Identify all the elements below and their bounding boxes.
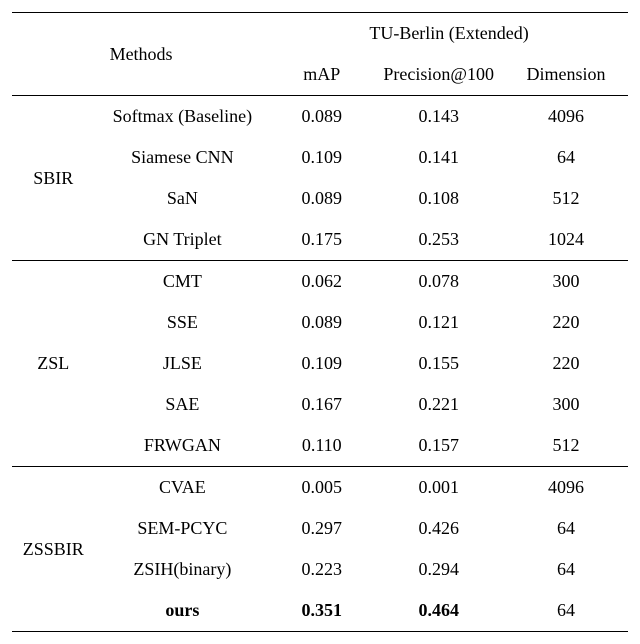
map-cell: 0.005	[270, 467, 373, 509]
table-row: GN Triplet0.1750.2531024	[12, 219, 628, 261]
map-cell: 0.110	[270, 425, 373, 467]
precision-cell: 0.221	[373, 384, 504, 425]
precision-cell: 0.426	[373, 508, 504, 549]
table-body: SBIRSoftmax (Baseline)0.0890.1434096Siam…	[12, 96, 628, 632]
table-row: SEM-PCYC0.2970.42664	[12, 508, 628, 549]
precision-cell: 0.121	[373, 302, 504, 343]
method-cell: ours	[95, 590, 271, 632]
map-cell: 0.089	[270, 178, 373, 219]
table-row: ZSSBIRCVAE0.0050.0014096	[12, 467, 628, 509]
header-methods: Methods	[12, 13, 270, 96]
method-cell: GN Triplet	[95, 219, 271, 261]
map-cell: 0.351	[270, 590, 373, 632]
map-cell: 0.167	[270, 384, 373, 425]
table-row: ours0.3510.46464	[12, 590, 628, 632]
precision-cell: 0.141	[373, 137, 504, 178]
precision-cell: 0.143	[373, 96, 504, 138]
group-label: SBIR	[12, 96, 95, 261]
table-row: Siamese CNN0.1090.14164	[12, 137, 628, 178]
header-map: mAP	[270, 54, 373, 96]
precision-cell: 0.001	[373, 467, 504, 509]
method-cell: JLSE	[95, 343, 271, 384]
table-row: JLSE0.1090.155220	[12, 343, 628, 384]
dimension-cell: 1024	[504, 219, 628, 261]
header-dimension: Dimension	[504, 54, 628, 96]
dimension-cell: 220	[504, 343, 628, 384]
group-label: ZSSBIR	[12, 467, 95, 632]
table-row: FRWGAN0.1100.157512	[12, 425, 628, 467]
table-row: SSE0.0890.121220	[12, 302, 628, 343]
table-row: SBIRSoftmax (Baseline)0.0890.1434096	[12, 96, 628, 138]
map-cell: 0.109	[270, 343, 373, 384]
map-cell: 0.109	[270, 137, 373, 178]
method-cell: SAE	[95, 384, 271, 425]
dimension-cell: 512	[504, 178, 628, 219]
dimension-cell: 64	[504, 549, 628, 590]
method-cell: CMT	[95, 261, 271, 303]
group-label: ZSL	[12, 261, 95, 467]
map-cell: 0.089	[270, 96, 373, 138]
results-table: Methods TU-Berlin (Extended) mAP Precisi…	[12, 12, 628, 632]
dimension-cell: 64	[504, 137, 628, 178]
dimension-cell: 64	[504, 590, 628, 632]
method-cell: CVAE	[95, 467, 271, 509]
map-cell: 0.297	[270, 508, 373, 549]
dimension-cell: 512	[504, 425, 628, 467]
method-cell: Softmax (Baseline)	[95, 96, 271, 138]
map-cell: 0.062	[270, 261, 373, 303]
map-cell: 0.223	[270, 549, 373, 590]
dimension-cell: 64	[504, 508, 628, 549]
precision-cell: 0.157	[373, 425, 504, 467]
map-cell: 0.175	[270, 219, 373, 261]
precision-cell: 0.078	[373, 261, 504, 303]
table-row: SAE0.1670.221300	[12, 384, 628, 425]
method-cell: SaN	[95, 178, 271, 219]
dimension-cell: 4096	[504, 96, 628, 138]
method-cell: Siamese CNN	[95, 137, 271, 178]
method-cell: FRWGAN	[95, 425, 271, 467]
dimension-cell: 220	[504, 302, 628, 343]
precision-cell: 0.294	[373, 549, 504, 590]
header-precision: Precision@100	[373, 54, 504, 96]
table-row: ZSLCMT0.0620.078300	[12, 261, 628, 303]
header-dataset: TU-Berlin (Extended)	[270, 13, 628, 55]
map-cell: 0.089	[270, 302, 373, 343]
precision-cell: 0.464	[373, 590, 504, 632]
table-row: SaN0.0890.108512	[12, 178, 628, 219]
method-cell: ZSIH(binary)	[95, 549, 271, 590]
method-cell: SSE	[95, 302, 271, 343]
method-cell: SEM-PCYC	[95, 508, 271, 549]
precision-cell: 0.253	[373, 219, 504, 261]
dimension-cell: 300	[504, 384, 628, 425]
dimension-cell: 300	[504, 261, 628, 303]
table-row: ZSIH(binary)0.2230.29464	[12, 549, 628, 590]
precision-cell: 0.108	[373, 178, 504, 219]
precision-cell: 0.155	[373, 343, 504, 384]
dimension-cell: 4096	[504, 467, 628, 509]
